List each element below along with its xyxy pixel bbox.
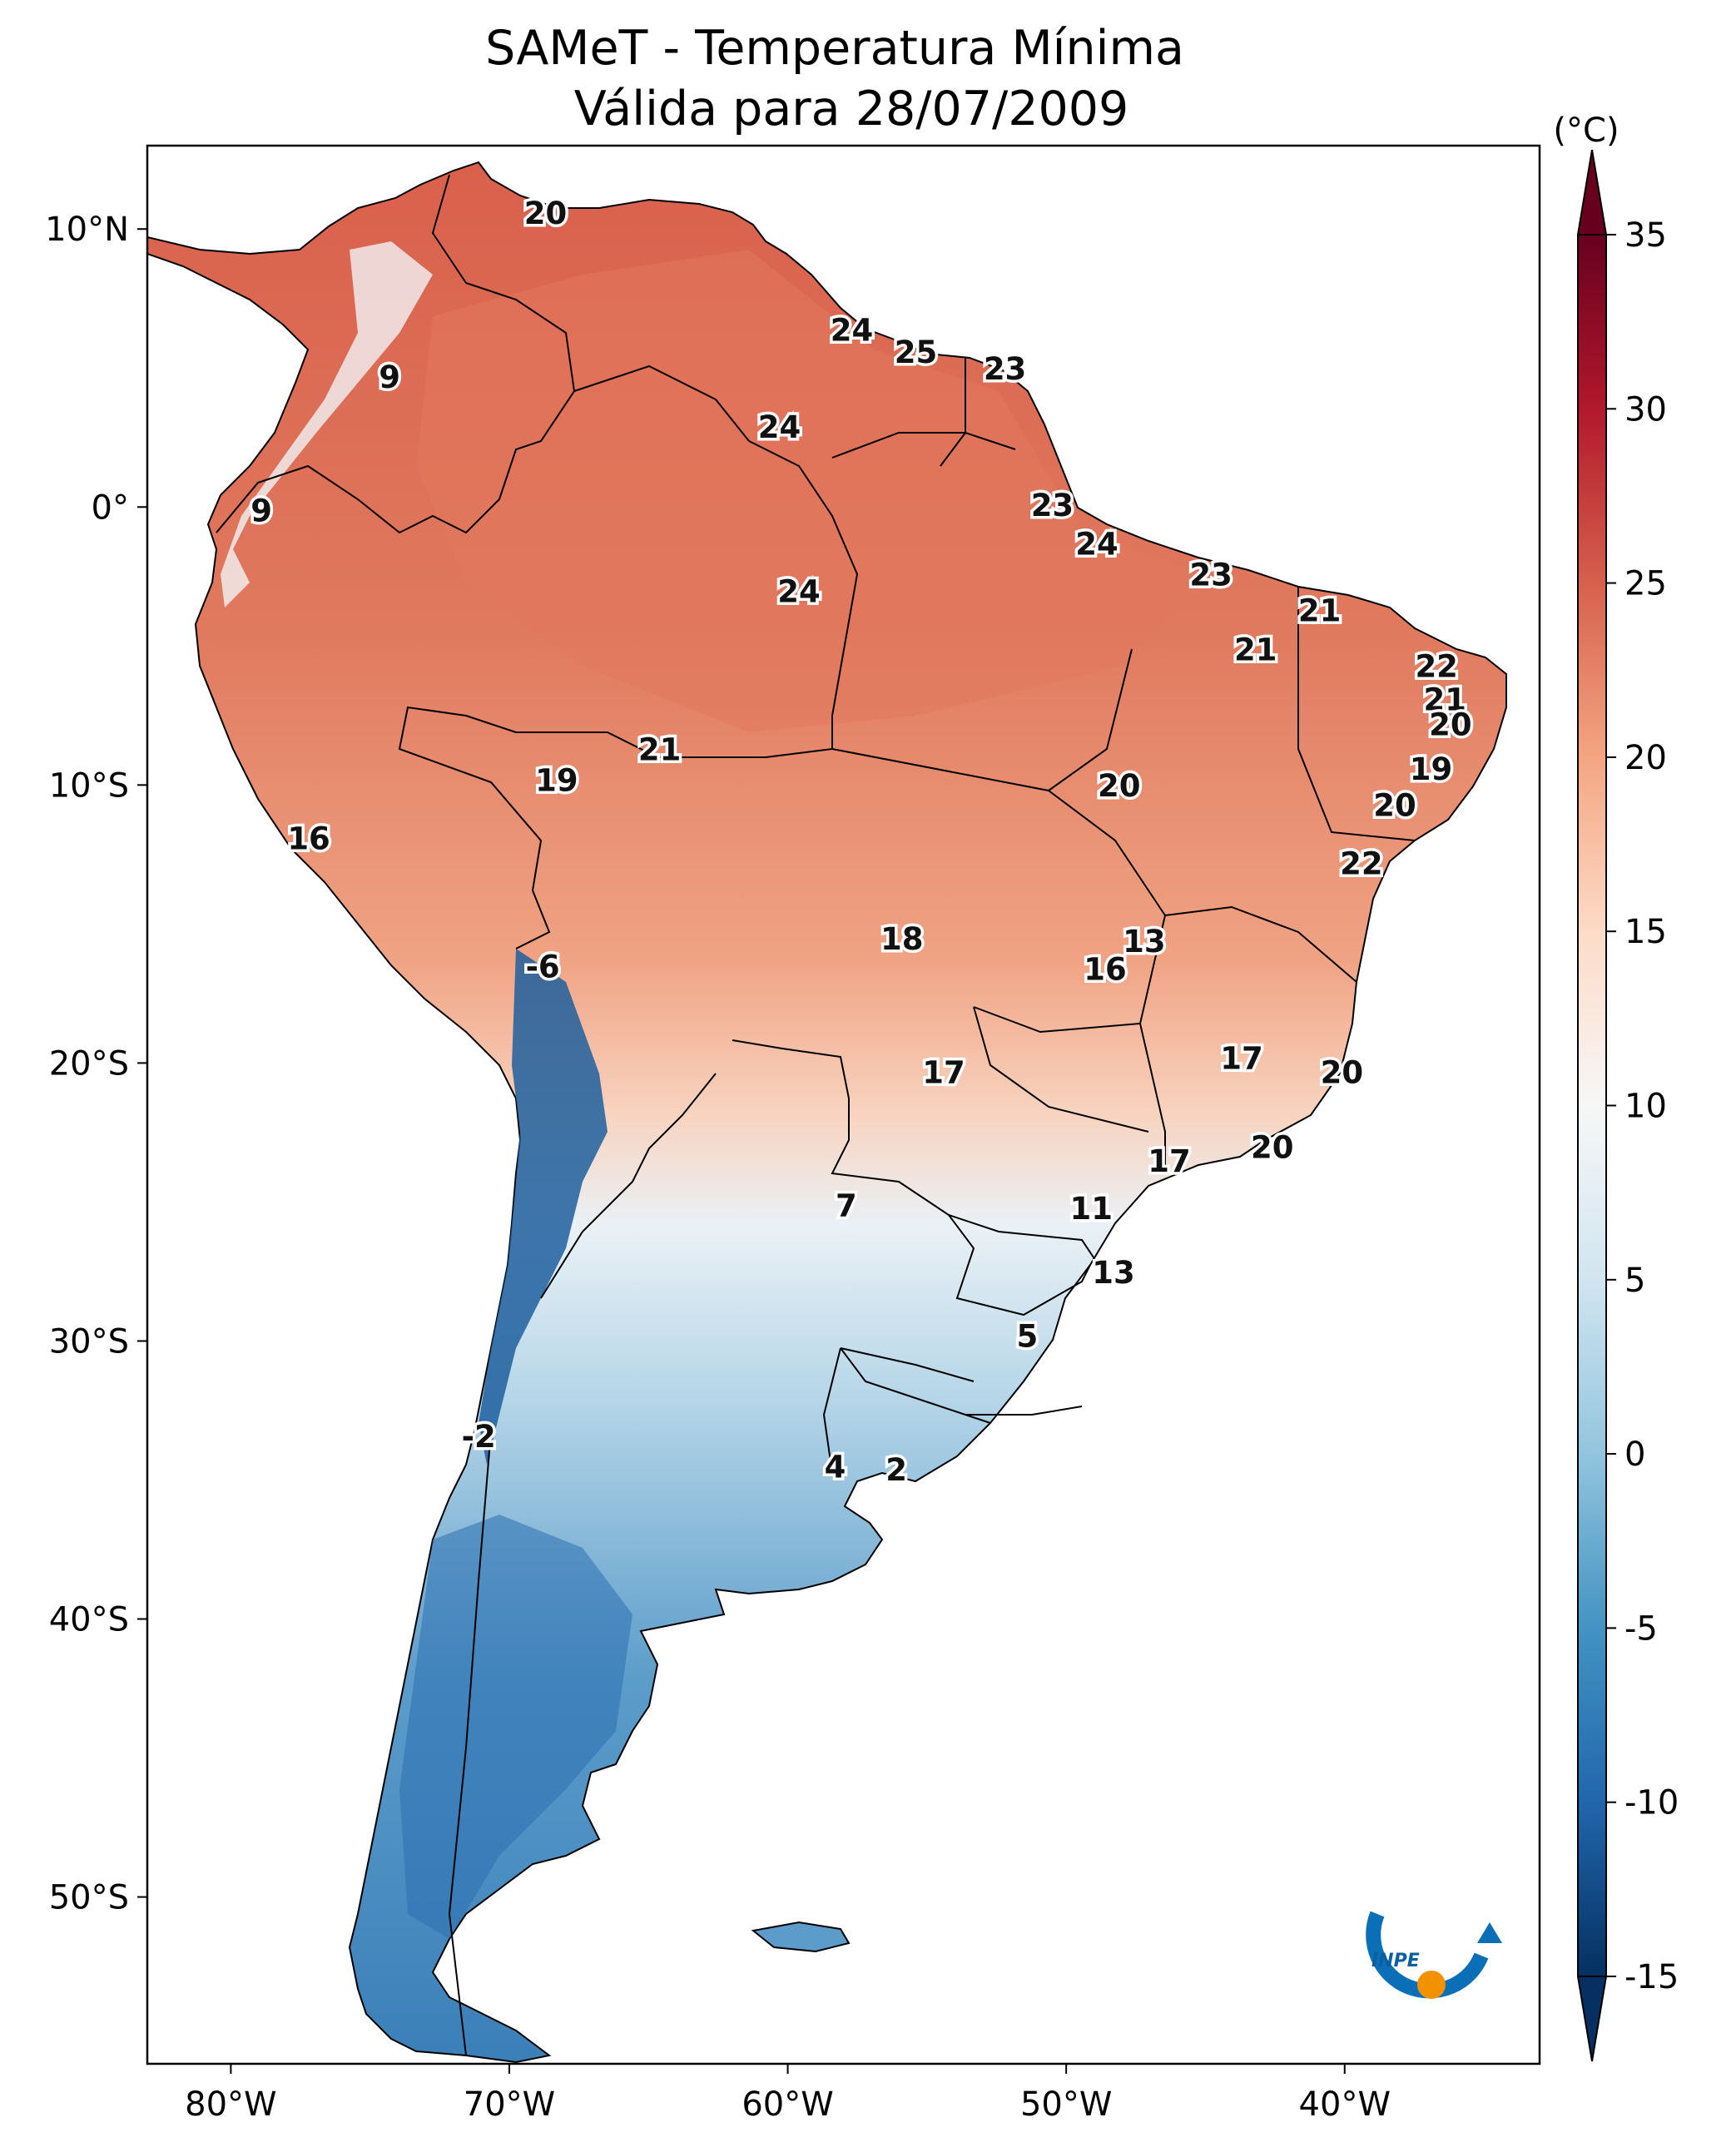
- north-andes-highlands: [221, 241, 433, 607]
- colorbar-tick-label: 35: [1624, 216, 1667, 255]
- temperature-value-label: 17: [1220, 1041, 1263, 1077]
- temperature-value-label: 20: [1098, 768, 1141, 804]
- temperature-value-label: 9: [379, 359, 400, 395]
- inpe-logo-text: INPE: [1371, 1951, 1420, 1971]
- colorbar-tick-label: 25: [1624, 565, 1667, 603]
- temperature-value-label: -2: [462, 1419, 496, 1455]
- y-tick-label: 40°S: [49, 1601, 129, 1639]
- colorbar-top-extension: [1576, 149, 1608, 236]
- map-frame: [146, 144, 1541, 2065]
- y-tick-label: 10°N: [45, 211, 129, 249]
- temperature-value-label: 13: [1092, 1255, 1135, 1291]
- y-tick-label: 0°: [92, 488, 129, 527]
- colorbar-tick-label: 10: [1624, 1088, 1667, 1126]
- colorbar-tick-label: -5: [1624, 1609, 1658, 1648]
- y-tick-label: 20°S: [49, 1044, 129, 1083]
- temperature-value-label: 21: [1298, 593, 1342, 629]
- y-tick-label: 10°S: [49, 766, 129, 805]
- country-borders: [216, 174, 1416, 2056]
- temperature-value-label: 19: [1410, 751, 1453, 787]
- temperature-value-label: -6: [526, 949, 560, 984]
- temperature-value-label: 21: [1423, 682, 1466, 718]
- temperature-value-label: 20: [1429, 707, 1472, 743]
- temperature-value-label: 16: [1084, 952, 1127, 988]
- y-axis-ticks: 10°N 0° 10°S 20°S 30°S 40°S 50°S: [45, 211, 147, 1917]
- colorbar-tick-label: 5: [1624, 1262, 1645, 1300]
- colorbar-bottom-extension: [1576, 1976, 1608, 2062]
- map-title: SAMeT - Temperatura Mínima: [485, 21, 1184, 76]
- x-tick-label: 50°W: [1020, 2085, 1112, 2124]
- temperature-value-label: 2: [885, 1452, 907, 1488]
- temperature-value-label: 22: [1340, 846, 1383, 882]
- temperature-value-label: 24: [831, 312, 874, 348]
- temperature-value-label: 16: [287, 821, 330, 857]
- temperature-value-label: 5: [1016, 1319, 1038, 1355]
- inpe-logo-orange-dot: [1417, 1971, 1446, 1999]
- colorbar-unit-label: (°C): [1553, 112, 1619, 150]
- warm-interior-shading: [416, 250, 1207, 732]
- inpe-logo: INPE: [1366, 1911, 1502, 1999]
- temperature-value-label: 9: [250, 493, 272, 528]
- temperature-value-label: 13: [1123, 924, 1166, 959]
- temperature-value-label: 4: [825, 1450, 846, 1485]
- temperature-value-label: 19: [535, 762, 578, 798]
- temperature-value-label: 24: [777, 573, 821, 609]
- colorbar-tick-label: 30: [1624, 390, 1667, 429]
- temperature-value-label: 7: [836, 1188, 857, 1224]
- temperature-value-label: 22: [1415, 649, 1458, 685]
- colorbar: (°C) 35 30 25 20 15 10 5 0 -5 -10 -15: [1553, 112, 1679, 2062]
- temperature-value-label: 11: [1070, 1191, 1114, 1227]
- colorbar-ticks: 35 30 25 20 15 10 5 0 -5 -10 -15: [1606, 216, 1679, 1996]
- temperature-value-label: 20: [1321, 1054, 1364, 1090]
- x-tick-label: 80°W: [185, 2085, 276, 2124]
- temperature-value-label: 21: [1234, 632, 1277, 667]
- temperature-value-label: 24: [758, 409, 801, 445]
- x-tick-label: 60°W: [742, 2085, 833, 2124]
- temperature-value-label: 23: [1031, 488, 1074, 523]
- temperature-value-label: 20: [1373, 788, 1416, 824]
- inpe-logo-arrow: [1477, 1922, 1502, 1943]
- andes-cold-shading: [479, 949, 608, 1465]
- temperature-value-label: 24: [1075, 527, 1118, 563]
- temperature-value-label: 25: [895, 335, 938, 370]
- x-tick-label: 70°W: [464, 2085, 555, 2124]
- falkland-islands: [751, 1921, 851, 1953]
- temperature-value-label: 20: [1251, 1129, 1294, 1165]
- x-tick-label: 40°W: [1299, 2085, 1391, 2124]
- y-tick-label: 50°S: [49, 1879, 129, 1917]
- y-tick-label: 30°S: [49, 1322, 129, 1361]
- temperature-value-label: 23: [984, 351, 1027, 387]
- x-axis-ticks: 80°W 70°W 60°W 50°W 40°W: [185, 2064, 1391, 2124]
- temperature-value-label: 17: [1148, 1143, 1191, 1179]
- temperature-value-label: 21: [638, 732, 682, 768]
- temperature-value-label: 23: [1189, 557, 1233, 593]
- inpe-logo-swirl: [1366, 1911, 1489, 1999]
- temperature-value-label: 18: [880, 921, 924, 957]
- colorbar-tick-label: 20: [1624, 739, 1667, 777]
- colorbar-gradient: [1577, 234, 1607, 1977]
- colorbar-tick-label: -15: [1624, 1958, 1679, 1996]
- colorbar-tick-label: 0: [1624, 1435, 1645, 1474]
- temperature-value-label: 17: [922, 1054, 965, 1090]
- temperature-value-label: 20: [524, 196, 568, 231]
- colorbar-tick-label: -10: [1624, 1784, 1679, 1822]
- map-subtitle: Válida para 28/07/2009: [574, 82, 1129, 136]
- colorbar-tick-label: 15: [1624, 913, 1667, 951]
